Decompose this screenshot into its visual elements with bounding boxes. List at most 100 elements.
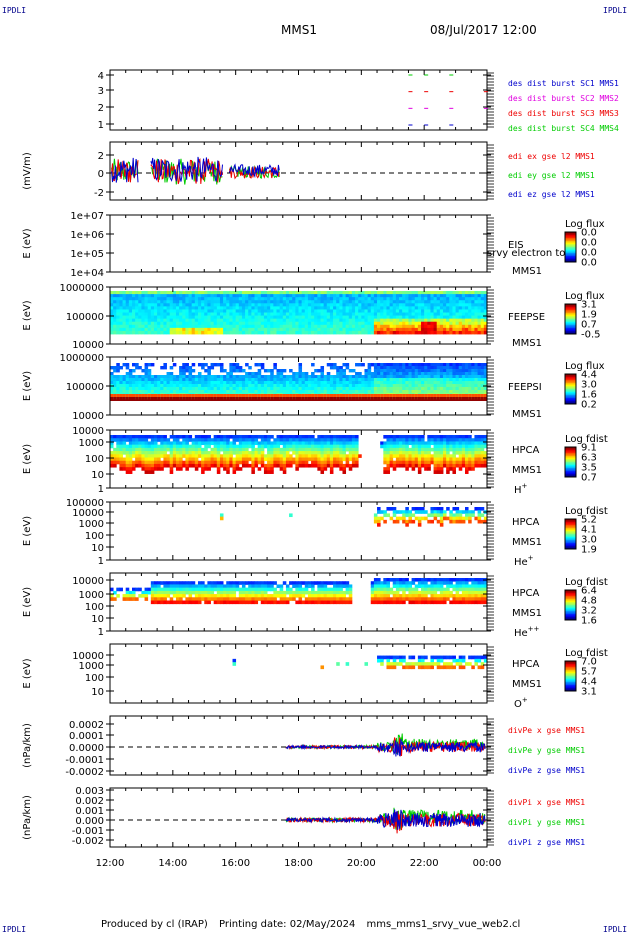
feepse-cell <box>433 318 438 323</box>
feepse-cell <box>216 294 221 298</box>
feepse-cell <box>430 303 434 307</box>
feepse-cell <box>295 321 299 326</box>
feepse-cell <box>461 321 466 326</box>
feepsi-cell <box>323 384 328 388</box>
feepse-cell <box>254 306 259 310</box>
hpca-h-cell <box>392 460 397 465</box>
feepse-cell <box>408 297 412 301</box>
feepse-cell <box>157 291 161 295</box>
feepse-cell <box>386 330 391 335</box>
feepse-cell <box>468 309 472 313</box>
feepsi-cell <box>320 375 325 379</box>
feepse-cell <box>424 306 428 310</box>
hpca-h-cell <box>468 451 472 455</box>
feepsi-cell <box>333 381 337 385</box>
hpca-h-cell <box>191 441 196 446</box>
feepse-cell <box>216 315 221 320</box>
edi-panel-ylabel: (mV/m) <box>22 152 33 190</box>
feepsi-cell <box>411 372 416 376</box>
feepse-cell <box>465 294 469 298</box>
hpca-h-cell <box>443 435 447 439</box>
hpca-h-cell <box>342 451 347 455</box>
hpca-h-cell <box>430 441 434 446</box>
feepse-cell <box>292 300 296 304</box>
hpca-h-cell <box>150 444 155 449</box>
feepse-cell <box>389 303 394 307</box>
hpca-h-panel-ytick-label: 1000 <box>79 438 104 449</box>
feepse-cell <box>392 303 397 307</box>
feepsi-cell <box>311 375 315 379</box>
feepse-cell <box>144 309 149 313</box>
eis-panel-ytick-label: 1e+05 <box>70 249 104 260</box>
feepse-cell <box>226 330 230 335</box>
feepsi-cell <box>144 378 149 382</box>
feepse-cell <box>468 300 472 304</box>
feepsi-cell <box>477 375 482 379</box>
hpca-h-cell <box>386 470 391 474</box>
hpca-h-cell <box>232 467 237 471</box>
feepse-cell <box>150 330 155 335</box>
feepse-cell <box>267 321 271 326</box>
feepse-cell <box>380 324 384 329</box>
feepsi-cell <box>304 384 309 388</box>
feepsi-cell <box>289 387 293 391</box>
feepsi-cell <box>471 378 475 382</box>
hpca-h-cell <box>461 451 466 455</box>
feepse-cell <box>285 330 290 335</box>
hpca-h-cell <box>405 460 409 465</box>
feepsi-cell <box>270 381 274 385</box>
feepse-cell <box>395 291 400 295</box>
hpca-h-cell <box>270 470 274 474</box>
feepsi-cell <box>207 384 211 388</box>
feepse-cell <box>179 315 183 320</box>
feepse-cell <box>399 291 403 295</box>
feepse-cell <box>131 318 136 323</box>
hpca-h-cell <box>279 454 284 458</box>
feepsi-cell <box>254 390 259 394</box>
feepsi-cell <box>436 375 441 379</box>
hpca-h-cell <box>119 444 123 449</box>
feepse-cell <box>323 315 328 320</box>
feepse-cell <box>465 312 469 316</box>
feepsi-cell <box>443 378 447 382</box>
hpca-h-cell <box>207 441 211 446</box>
feepsi-cell <box>267 387 271 391</box>
hpca-h-cell <box>232 441 237 446</box>
hpca-h-cell <box>279 435 284 439</box>
feepse-cell <box>163 306 167 310</box>
feepse-cell <box>289 324 293 329</box>
feepsi-cell <box>339 397 343 401</box>
hpca-h-cell <box>163 441 167 446</box>
hpca-h-cell <box>468 441 472 446</box>
feepsi-cell <box>483 387 488 391</box>
feepse-cell <box>241 321 246 326</box>
hpca-h-cell <box>439 460 444 465</box>
feepse-panel-colorbar-cell <box>565 331 576 333</box>
feepse-cell <box>204 291 208 295</box>
feepsi-cell <box>421 390 425 394</box>
feepsi-cell <box>351 378 356 382</box>
feepse-cell <box>157 318 161 323</box>
feepse-cell <box>135 291 139 295</box>
feepse-cell <box>436 327 441 332</box>
feepse-cell <box>125 294 130 298</box>
feepse-cell <box>323 312 328 316</box>
hpca-h-cell <box>282 444 287 449</box>
feepse-cell <box>147 291 152 295</box>
feepsi-cell <box>245 378 249 382</box>
feepse-cell <box>160 303 164 307</box>
hpca-h-cell <box>207 457 211 462</box>
feepsi-cell <box>433 363 438 367</box>
feepsi-cell <box>153 397 158 401</box>
feepse-cell <box>364 330 369 335</box>
feepsi-cell <box>377 372 381 376</box>
feepse-cell <box>477 330 482 335</box>
hpca-h-cell <box>285 441 290 446</box>
hpca-h-cell <box>289 444 293 449</box>
feepse-cell <box>245 327 249 332</box>
feepse-cell <box>113 327 117 332</box>
feepsi-cell <box>235 384 240 388</box>
feepsi-cell <box>304 378 309 382</box>
feepse-cell <box>424 297 428 301</box>
hpca-h-cell <box>339 460 343 465</box>
